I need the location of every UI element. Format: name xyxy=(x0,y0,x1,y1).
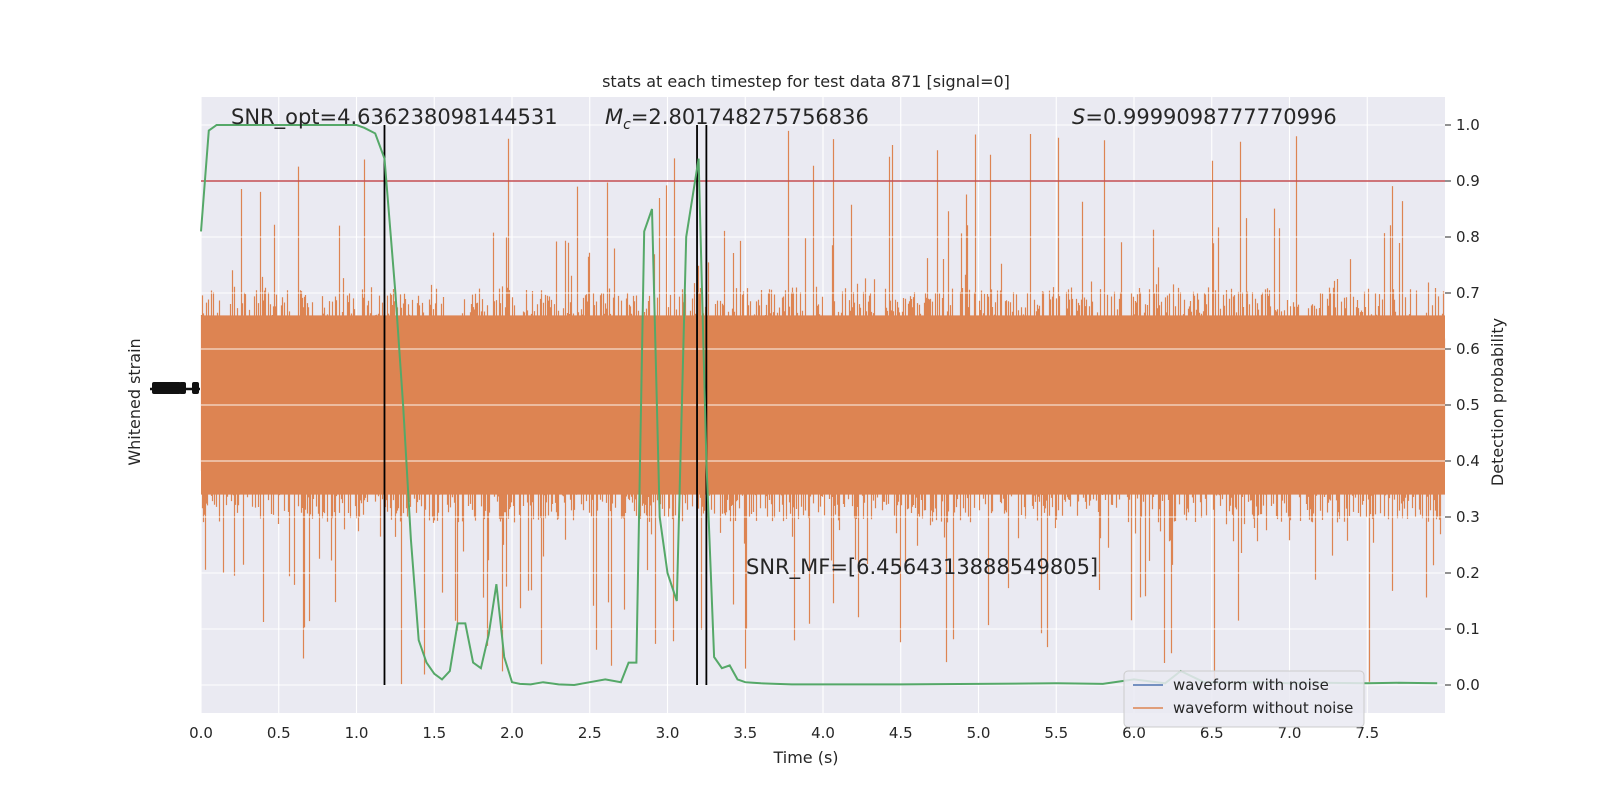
x-tick-label: 1.0 xyxy=(345,724,369,742)
right-tick-label: 0.4 xyxy=(1456,452,1480,470)
x-tick-label: 6.0 xyxy=(1122,724,1146,742)
chirp-mass-symbol: M xyxy=(605,105,623,129)
chirp-mass-annotation: Mc=2.801748275756836 xyxy=(605,105,869,133)
chirp-mass-value: =2.801748275756836 xyxy=(631,105,869,129)
x-tick-label: 4.5 xyxy=(889,724,913,742)
s-annotation: S=0.9999098777770996 xyxy=(1072,105,1337,129)
x-tick-label: 4.0 xyxy=(811,724,835,742)
chart-title: stats at each timestep for test data 871… xyxy=(602,72,1010,91)
s-value: =0.9999098777770996 xyxy=(1085,105,1336,129)
right-tick-labels: 0.0 0.1 0.2 0.3 0.4 0.5 0.6 0.7 0.8 0.9 1.0 xyxy=(1445,116,1480,694)
s-symbol: S xyxy=(1072,105,1085,129)
x-tick-label: 2.5 xyxy=(578,724,602,742)
right-tick-label: 1.0 xyxy=(1456,116,1480,134)
detection-probability-line xyxy=(200,124,1438,687)
right-tick-label: 0.1 xyxy=(1456,620,1480,638)
x-axis-label: Time (s) xyxy=(772,748,838,767)
legend: waveform with noise waveform without noi… xyxy=(1123,670,1365,728)
x-tick-label: 7.5 xyxy=(1355,724,1379,742)
snr-opt-annotation: SNR_opt=4.636238098144531 xyxy=(231,105,558,130)
right-tick-label: 0.6 xyxy=(1456,340,1480,358)
right-tick-label: 0.9 xyxy=(1456,172,1480,190)
x-tick-labels: 0.0 0.5 1.0 1.5 2.0 2.5 3.0 3.5 4.0 4.5 5.0 5.5 6.0 6… xyxy=(189,724,1379,742)
x-tick-label: 3.0 xyxy=(656,724,680,742)
snr-mf-annotation: SNR_MF=[6.4564313888549805] xyxy=(746,555,1098,580)
right-tick-label: 0.7 xyxy=(1456,284,1480,302)
x-tick-label: 0.0 xyxy=(189,724,213,742)
chirp-mass-subscript: c xyxy=(623,117,631,133)
right-tick-label: 0.0 xyxy=(1456,676,1480,694)
strain-series xyxy=(200,124,1446,686)
x-tick-label: 0.5 xyxy=(267,724,291,742)
right-tick-label: 0.5 xyxy=(1456,396,1480,414)
left-axis-label: Whitened strain xyxy=(125,338,144,465)
legend-box xyxy=(1123,670,1365,728)
legend-label-clean: waveform without noise xyxy=(1173,699,1353,717)
right-tick-label: 0.8 xyxy=(1456,228,1480,246)
x-tick-label: 1.5 xyxy=(422,724,446,742)
x-tick-label: 5.5 xyxy=(1044,724,1068,742)
left-axis-ticks xyxy=(150,382,200,394)
right-tick-label: 0.2 xyxy=(1456,564,1480,582)
x-tick-label: 7.0 xyxy=(1278,724,1302,742)
x-tick-label: 6.5 xyxy=(1200,724,1224,742)
vertical-markers xyxy=(383,125,708,685)
x-tick-label: 2.0 xyxy=(500,724,524,742)
right-axis-label: Detection probability xyxy=(1488,318,1507,486)
x-tick-label: 5.0 xyxy=(967,724,991,742)
legend-label-noise: waveform with noise xyxy=(1173,676,1329,694)
right-tick-label: 0.3 xyxy=(1456,508,1480,526)
x-tick-label: 3.5 xyxy=(733,724,757,742)
